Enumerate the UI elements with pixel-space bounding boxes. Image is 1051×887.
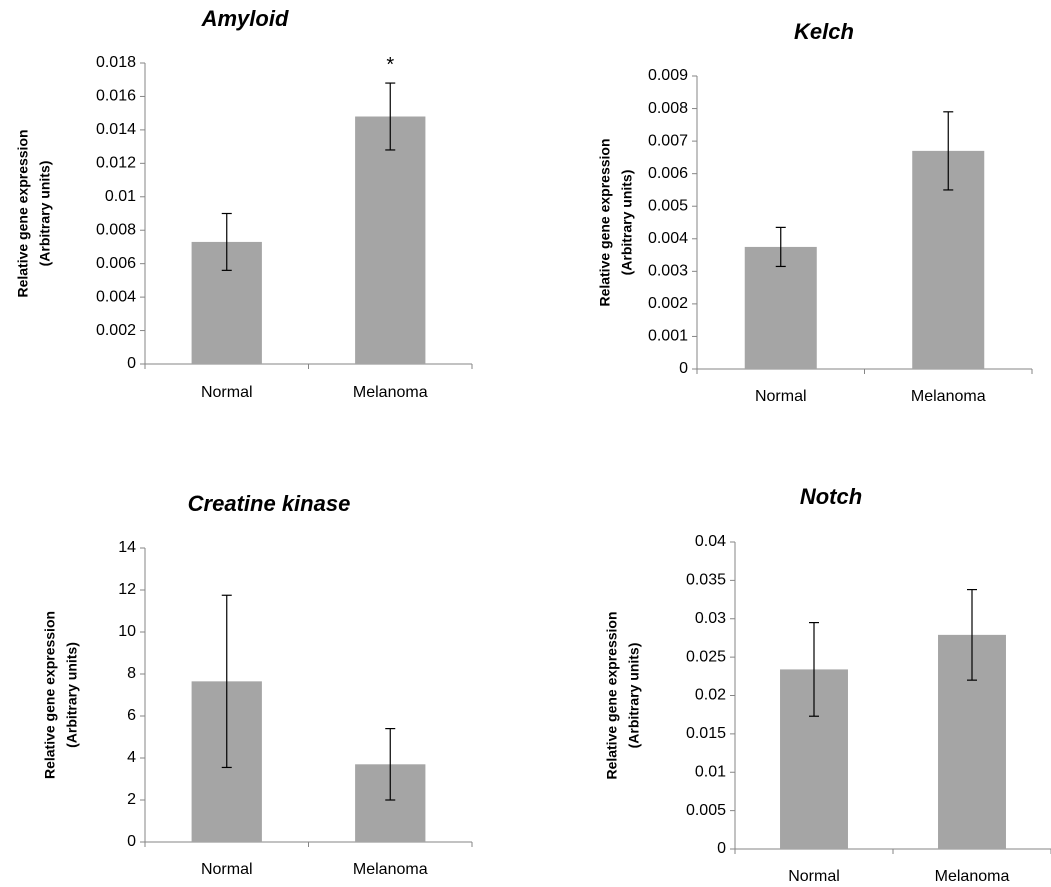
chart-4: Notch Relative gene expression (Arbitrary …	[604, 484, 1051, 885]
y-tick-label: 0.03	[695, 610, 726, 627]
category-label: Melanoma	[911, 388, 986, 405]
y-axis-label: Relative gene expression	[15, 129, 31, 297]
y-tick-label: 8	[127, 665, 136, 682]
category-label: Melanoma	[353, 384, 428, 401]
y-tick-label: 0.004	[648, 230, 688, 247]
y-tick-label: 0.005	[648, 197, 688, 214]
y-tick-label: 0.014	[96, 121, 136, 138]
y-tick-label: 0.003	[648, 263, 688, 280]
y-tick-label: 0.006	[648, 165, 688, 182]
bar-normal	[744, 246, 817, 369]
category-label: Normal	[788, 868, 840, 885]
y-tick-label: 6	[127, 707, 136, 724]
y-tick-label: 0.007	[648, 132, 688, 149]
y-tick-label: 0.018	[96, 54, 136, 71]
y-axis-label: Relative gene expression	[42, 611, 58, 779]
y-tick-label: 12	[118, 581, 136, 598]
y-tick-label: 0.04	[695, 533, 726, 550]
y-tick-label: 0.015	[686, 725, 726, 742]
y-tick-label: 0.01	[105, 188, 136, 205]
y-tick-label: 0.016	[96, 88, 136, 105]
y-tick-label: 0.012	[96, 155, 136, 172]
y-tick-label: 0.001	[648, 328, 688, 345]
category-label: Melanoma	[935, 868, 1010, 885]
chart-2: Kelch Relative gene expression (Arbitrary …	[597, 19, 1033, 405]
y-axis-label: Relative gene expression	[604, 611, 620, 779]
y-tick-label: 0.008	[96, 221, 136, 238]
chart-3: Creatine kinase Relative gene expression (…	[42, 491, 473, 878]
y-tick-label: 0	[127, 833, 136, 850]
y-axis-label-units: (Arbitrary units)	[37, 161, 53, 267]
y-axis-label: Relative gene expression	[597, 138, 613, 306]
y-tick-label: 0.035	[686, 572, 726, 589]
significance-marker: *	[386, 54, 394, 76]
category-label: Normal	[201, 861, 253, 878]
category-label: Melanoma	[353, 861, 428, 878]
y-tick-label: 14	[118, 539, 136, 556]
chart-title: Amyloid	[201, 6, 289, 31]
y-tick-label: 0	[127, 355, 136, 372]
y-tick-label: 0	[679, 360, 688, 377]
y-axis-label-units: (Arbitrary units)	[619, 170, 635, 276]
y-tick-label: 0.02	[695, 687, 726, 704]
category-label: Normal	[755, 388, 807, 405]
y-tick-label: 0.002	[648, 295, 688, 312]
y-tick-label: 0	[717, 840, 726, 857]
chart-title: Creatine kinase	[188, 491, 351, 516]
y-tick-label: 0.01	[695, 763, 726, 780]
y-tick-label: 10	[118, 623, 136, 640]
y-tick-label: 0.002	[96, 322, 136, 339]
bar-melanoma	[355, 116, 426, 364]
y-tick-label: 0.004	[96, 288, 136, 305]
y-axis-label-units: (Arbitrary units)	[64, 642, 80, 748]
y-tick-label: 2	[127, 791, 136, 808]
y-tick-label: 0.005	[686, 802, 726, 819]
y-tick-label: 0.025	[686, 648, 726, 665]
y-axis-label-units: (Arbitrary units)	[626, 643, 642, 749]
y-tick-label: 4	[127, 749, 136, 766]
y-tick-label: 0.009	[648, 67, 688, 84]
category-label: Normal	[201, 384, 253, 401]
y-tick-label: 0.006	[96, 255, 136, 272]
y-tick-label: 0.008	[648, 100, 688, 117]
chart-1: Amyloid Relative gene expression (Arbitrar…	[15, 6, 473, 401]
chart-title: Kelch	[794, 19, 854, 44]
chart-title: Notch	[800, 484, 862, 509]
